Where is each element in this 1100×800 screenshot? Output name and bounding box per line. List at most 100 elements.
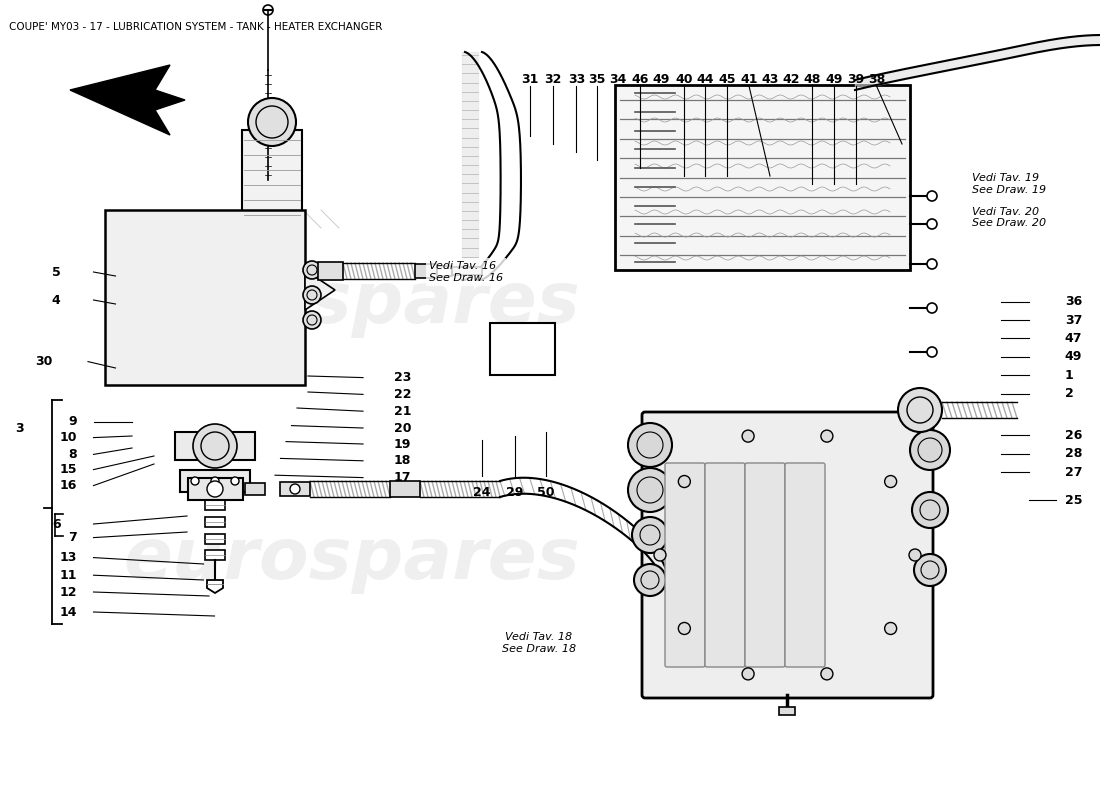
Text: 35: 35 — [588, 74, 606, 86]
Text: 18: 18 — [394, 454, 411, 467]
Text: 13: 13 — [59, 551, 77, 564]
Circle shape — [679, 475, 691, 487]
Text: 4: 4 — [52, 294, 60, 306]
Text: 43: 43 — [761, 74, 779, 86]
FancyBboxPatch shape — [188, 478, 243, 500]
Text: Vedi Tav. 19
See Draw. 19: Vedi Tav. 19 See Draw. 19 — [972, 174, 1046, 194]
Text: 9: 9 — [68, 415, 77, 428]
Text: 22: 22 — [394, 388, 411, 401]
Text: 38: 38 — [868, 74, 886, 86]
Circle shape — [927, 219, 937, 229]
Text: 47: 47 — [1065, 332, 1082, 345]
Circle shape — [898, 388, 942, 432]
Text: 36: 36 — [1065, 295, 1082, 308]
Circle shape — [192, 424, 236, 468]
Text: 32: 32 — [544, 74, 562, 86]
Circle shape — [679, 622, 691, 634]
Text: Vedi Tav. 20
See Draw. 20: Vedi Tav. 20 See Draw. 20 — [972, 207, 1046, 229]
FancyBboxPatch shape — [437, 266, 452, 276]
Circle shape — [628, 468, 672, 512]
Text: 6: 6 — [52, 518, 60, 530]
Circle shape — [821, 430, 833, 442]
Text: 25: 25 — [1065, 494, 1082, 506]
Text: eurospares: eurospares — [123, 270, 581, 338]
Text: 27: 27 — [1065, 466, 1082, 478]
Circle shape — [821, 668, 833, 680]
Text: Vedi Tav. 16
See Draw. 16: Vedi Tav. 16 See Draw. 16 — [429, 261, 503, 282]
FancyBboxPatch shape — [785, 463, 825, 667]
Text: 14: 14 — [59, 606, 77, 618]
Circle shape — [914, 554, 946, 586]
FancyBboxPatch shape — [415, 264, 437, 278]
Text: 20: 20 — [394, 422, 411, 434]
Circle shape — [290, 484, 300, 494]
Text: 41: 41 — [740, 74, 758, 86]
Text: Vedi Tav. 18
See Draw. 18: Vedi Tav. 18 See Draw. 18 — [502, 632, 576, 654]
Text: 26: 26 — [1065, 429, 1082, 442]
Circle shape — [632, 517, 668, 553]
Text: 28: 28 — [1065, 447, 1082, 460]
Text: 49: 49 — [1065, 350, 1082, 363]
Circle shape — [884, 475, 896, 487]
Text: 16: 16 — [59, 479, 77, 492]
Circle shape — [742, 430, 755, 442]
Text: 11: 11 — [59, 569, 77, 582]
Circle shape — [207, 481, 223, 497]
FancyBboxPatch shape — [205, 517, 225, 527]
FancyBboxPatch shape — [318, 262, 343, 280]
FancyBboxPatch shape — [280, 482, 310, 496]
FancyBboxPatch shape — [490, 323, 556, 375]
Circle shape — [884, 622, 896, 634]
Text: 42: 42 — [782, 74, 800, 86]
Text: 23: 23 — [394, 371, 411, 384]
Circle shape — [231, 477, 239, 485]
Text: 10: 10 — [59, 431, 77, 444]
Text: 40: 40 — [675, 74, 693, 86]
Circle shape — [927, 259, 937, 269]
FancyBboxPatch shape — [175, 432, 255, 460]
Circle shape — [248, 98, 296, 146]
FancyBboxPatch shape — [452, 267, 482, 275]
Text: 24: 24 — [473, 486, 491, 498]
Text: 7: 7 — [68, 531, 77, 544]
Text: 19: 19 — [394, 438, 411, 450]
FancyBboxPatch shape — [642, 412, 933, 698]
Text: 12: 12 — [59, 586, 77, 598]
FancyBboxPatch shape — [205, 534, 225, 544]
Text: 29: 29 — [506, 486, 524, 498]
Polygon shape — [305, 270, 336, 310]
Text: 5: 5 — [52, 266, 60, 278]
Text: 49: 49 — [652, 74, 670, 86]
Text: 50: 50 — [537, 486, 554, 498]
Circle shape — [211, 477, 219, 485]
Circle shape — [912, 492, 948, 528]
Text: 46: 46 — [631, 74, 649, 86]
Text: 3: 3 — [15, 422, 24, 434]
Text: 33: 33 — [568, 74, 585, 86]
Circle shape — [191, 477, 199, 485]
Circle shape — [654, 549, 666, 561]
Text: 45: 45 — [718, 74, 736, 86]
Text: 1: 1 — [1065, 369, 1074, 382]
FancyBboxPatch shape — [705, 463, 745, 667]
Circle shape — [628, 423, 672, 467]
FancyBboxPatch shape — [205, 550, 225, 560]
FancyBboxPatch shape — [104, 210, 305, 385]
Circle shape — [302, 286, 321, 304]
Polygon shape — [70, 65, 185, 135]
FancyBboxPatch shape — [779, 707, 795, 715]
FancyBboxPatch shape — [244, 225, 300, 240]
Circle shape — [927, 191, 937, 201]
FancyBboxPatch shape — [205, 500, 225, 510]
Circle shape — [302, 261, 321, 279]
Text: 34: 34 — [609, 74, 627, 86]
FancyBboxPatch shape — [615, 85, 910, 270]
FancyBboxPatch shape — [390, 481, 420, 497]
FancyBboxPatch shape — [245, 483, 265, 495]
Text: COUPE' MY03 - 17 - LUBRICATION SYSTEM - TANK - HEATER EXCHANGER: COUPE' MY03 - 17 - LUBRICATION SYSTEM - … — [9, 22, 382, 32]
FancyBboxPatch shape — [745, 463, 785, 667]
Text: eurospares: eurospares — [123, 526, 581, 594]
FancyBboxPatch shape — [666, 463, 705, 667]
FancyBboxPatch shape — [180, 470, 250, 492]
Text: 2: 2 — [1065, 387, 1074, 400]
